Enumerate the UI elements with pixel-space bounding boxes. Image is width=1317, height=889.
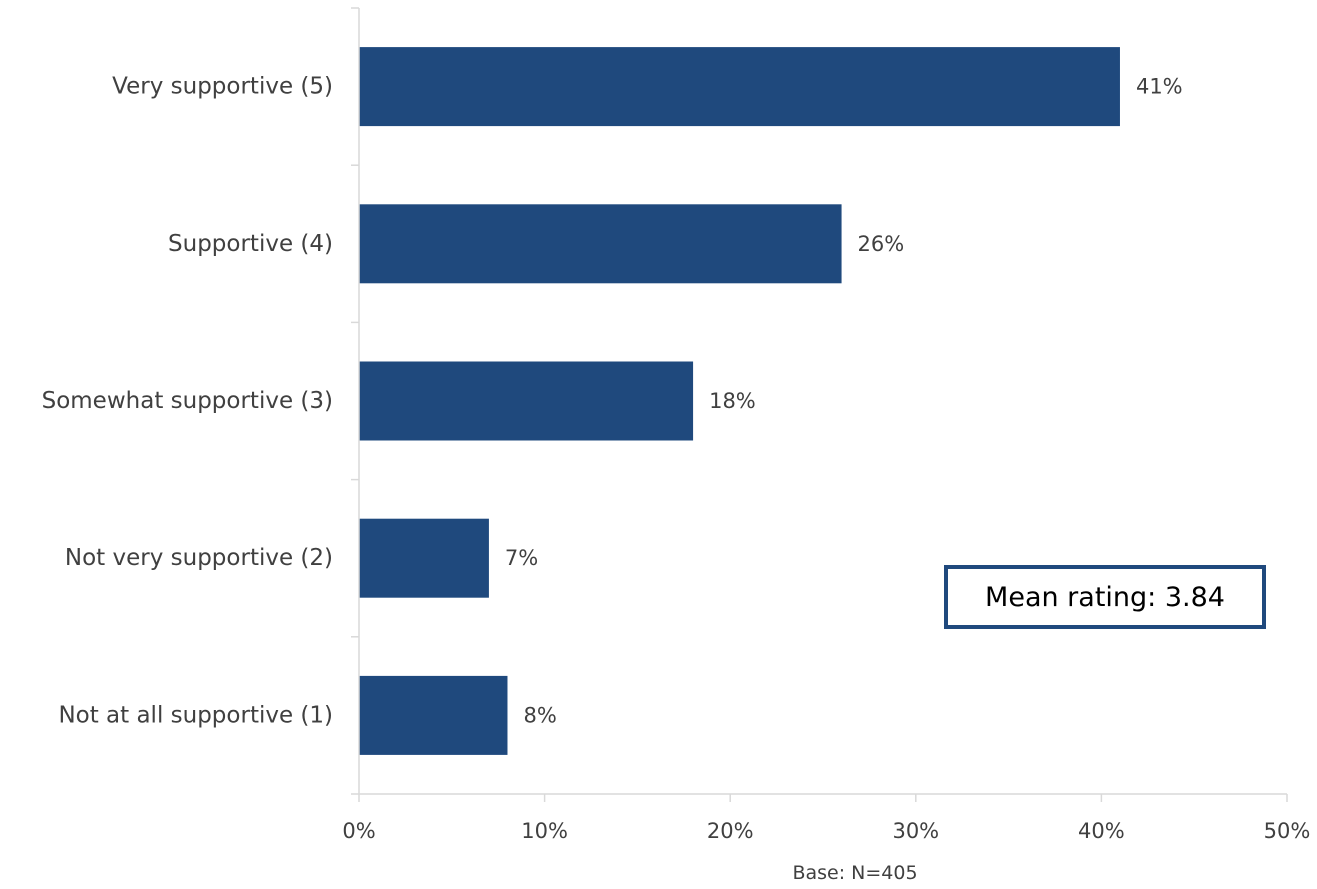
bar-2	[359, 204, 842, 284]
data-label-4: 7%	[505, 546, 538, 570]
data-label-2: 26%	[858, 232, 905, 256]
data-label-5: 8%	[523, 703, 556, 727]
bar-5	[359, 675, 508, 755]
base-note: Base: N=405	[792, 862, 917, 884]
x-tick-label-1: 10%	[521, 819, 568, 843]
bar-3	[359, 361, 694, 441]
x-tick-label-4: 40%	[1078, 819, 1125, 843]
x-tick-label-5: 50%	[1264, 819, 1311, 843]
data-label-1: 41%	[1136, 75, 1183, 99]
x-tick-label-2: 20%	[707, 819, 754, 843]
x-tick-label-0: 0%	[342, 819, 375, 843]
category-label-2: Supportive (4)	[168, 231, 333, 257]
data-label-3: 18%	[709, 389, 756, 413]
axis-layer	[351, 7, 1288, 802]
category-label-3: Somewhat supportive (3)	[42, 388, 333, 414]
bars-layer	[359, 47, 1120, 755]
labels-layer: Very supportive (5) 41% Supportive (4) 26% S…	[42, 74, 1311, 843]
bar-4	[359, 518, 489, 598]
category-label-4: Not very supportive (2)	[65, 545, 333, 571]
bar-1	[359, 47, 1120, 127]
mean-rating-text: Mean rating: 3.84	[985, 581, 1225, 613]
x-tick-label-3: 30%	[892, 819, 939, 843]
mean-rating-box: Mean rating: 3.84	[944, 565, 1266, 629]
category-label-5: Not at all supportive (1)	[58, 702, 333, 728]
category-label-1: Very supportive (5)	[112, 74, 333, 100]
